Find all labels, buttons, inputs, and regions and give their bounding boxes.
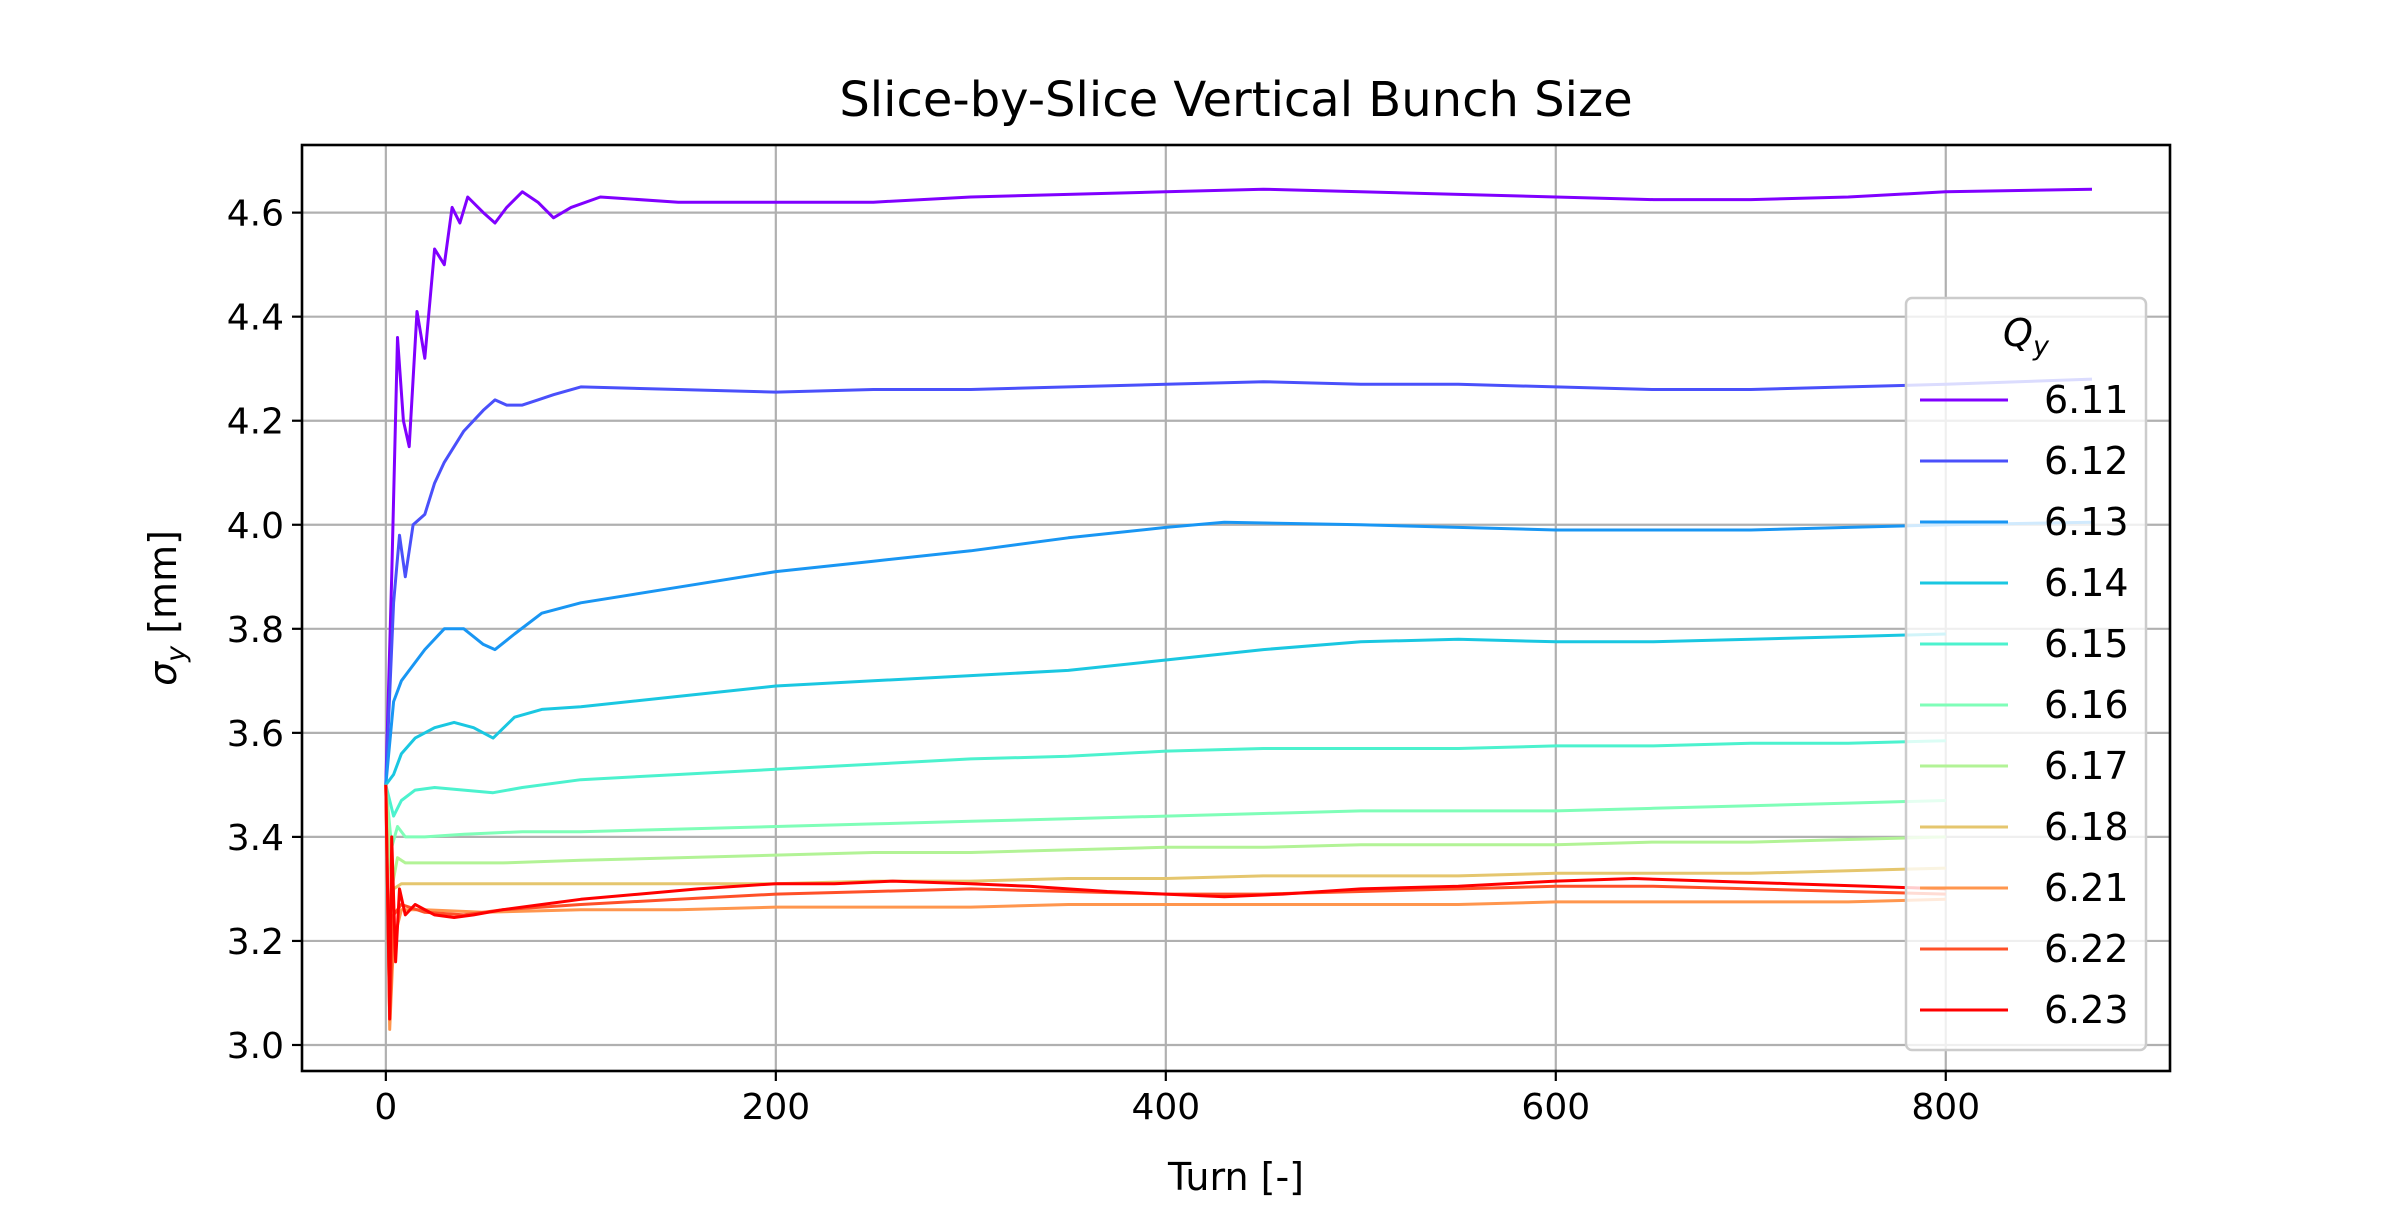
y-tick-label: 3.8 [227,610,284,651]
legend-title-subscript: y [2032,331,2050,362]
legend-title: Qy [2003,311,2050,362]
y-tick-label: 3.4 [227,818,284,859]
legend-entry-label: 6.16 [2044,683,2129,727]
legend-entry-label: 6.17 [2044,744,2129,788]
y-tick-label: 4.2 [227,402,284,443]
y-tick-label: 4.0 [227,506,284,547]
y-tick-label: 4.4 [227,298,284,339]
legend: Qy 6.116.126.136.146.156.166.176.186.216… [1904,296,2148,1052]
legend-entry-label: 6.15 [2044,622,2129,666]
tick-layer: 0 200 400 600 800 3.0 3.2 3.4 3.6 3.8 4.0 4.2 4.4 4.6 [227,194,1980,1128]
y-tick-label: 3.0 [227,1026,284,1067]
x-tick-label: 0 [374,1087,397,1128]
y-axis-label-unit: [mm] [141,530,185,646]
legend-entry-label: 6.12 [2044,439,2129,483]
y-axis-label: σy [mm] [141,530,192,686]
legend-entry-label: 6.14 [2044,561,2129,605]
legend-entry-label: 6.23 [2044,988,2129,1032]
y-axis-label-symbol: σ [141,660,185,686]
series-line-6-11 [384,187,2093,785]
chart-title: Slice-by-Slice Vertical Bunch Size [839,72,1632,128]
series-line-6-18 [384,784,1946,995]
series-line-6-13 [384,520,2093,786]
legend-entry-label: 6.18 [2044,805,2129,849]
legend-entry-label: 6.21 [2044,866,2129,910]
series-line-6-17 [384,784,1946,891]
legend-entry-label: 6.13 [2044,500,2129,544]
plot-frame [300,143,2172,1073]
x-tick-label: 200 [741,1087,810,1128]
legend-title-symbol: Q [2003,311,2033,355]
x-tick-label: 400 [1131,1087,1200,1128]
y-tick-label: 3.2 [227,922,284,963]
y-axis-label-subscript: y [161,645,192,663]
x-axis-label: Turn [-] [1167,1155,1304,1199]
y-tick-label: 3.6 [227,714,284,755]
series-line-6-23 [384,784,1946,1021]
legend-entries: 6.11 6.12 6.13 6.14 6.15 6.16 6.17 6.18 6.21 6.22… [1920,378,2129,1032]
legend-box [1904,296,2148,1052]
series-layer [384,187,2093,1031]
y-tick-label: 4.6 [227,194,284,235]
legend-entry-label: 6.22 [2044,927,2129,971]
series-line-6-15 [384,739,1946,818]
grid-layer [302,145,2170,1071]
x-tick-label: 800 [1911,1087,1980,1128]
series-line-6-16 [384,784,1946,849]
legend-entry-label: 6.11 [2044,378,2129,422]
x-tick-label: 600 [1521,1087,1590,1128]
series-line-6-14 [384,632,1946,786]
series-line-6-12 [384,377,2093,785]
